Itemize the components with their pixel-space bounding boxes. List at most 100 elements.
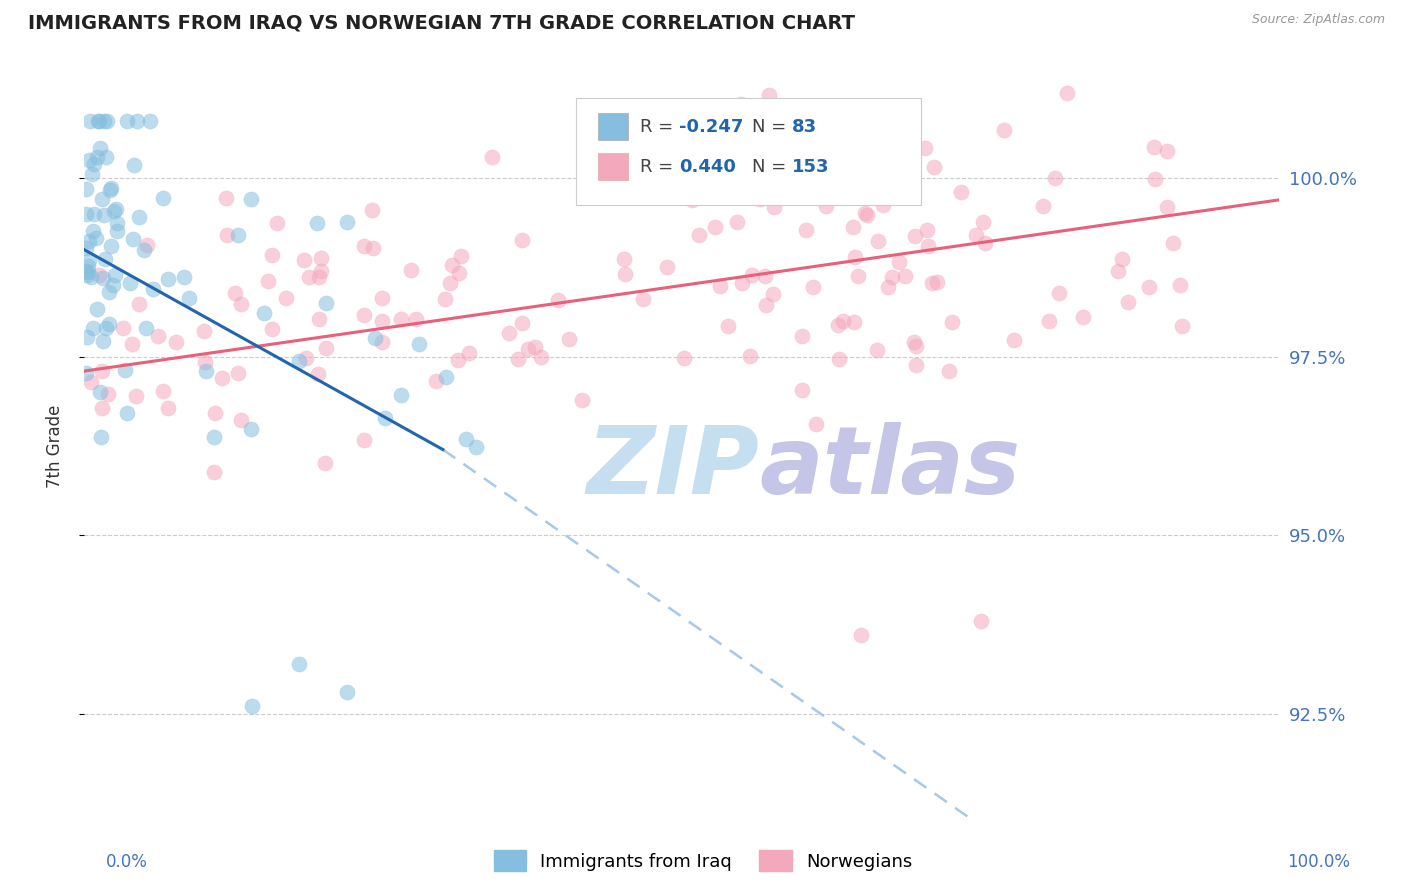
Point: [240, 699, 263, 714]
Text: 153: 153: [792, 158, 830, 176]
Point: [100, 239, 122, 253]
Point: [87, 268, 110, 282]
Point: [905, 339, 928, 353]
Point: [127, 114, 149, 128]
Point: [134, 244, 156, 258]
Point: [434, 292, 457, 306]
Point: [925, 275, 948, 289]
Point: [353, 308, 375, 322]
Point: [1032, 199, 1054, 213]
Y-axis label: 7th Grade: 7th Grade: [45, 404, 63, 488]
Point: [1038, 314, 1060, 328]
Point: [841, 220, 863, 235]
Point: [371, 291, 394, 305]
Point: [100, 181, 122, 195]
Point: [229, 297, 252, 311]
Point: [135, 238, 157, 252]
Point: [262, 322, 284, 336]
Point: [434, 370, 457, 384]
Point: [105, 224, 128, 238]
Point: [762, 287, 785, 301]
Point: [845, 169, 868, 183]
Point: [204, 430, 226, 444]
Point: [292, 252, 315, 267]
Point: [204, 406, 226, 420]
Point: [1004, 333, 1026, 347]
Point: [389, 388, 412, 402]
Point: [754, 298, 776, 312]
Point: [738, 349, 761, 363]
Point: [1168, 277, 1191, 292]
Point: [703, 219, 725, 234]
Point: [510, 234, 533, 248]
Point: [868, 235, 890, 249]
Point: [917, 239, 939, 253]
Point: [76, 330, 98, 344]
Point: [731, 277, 754, 291]
Point: [481, 150, 503, 164]
Point: [79, 153, 101, 168]
Point: [790, 328, 813, 343]
Point: [876, 280, 898, 294]
Point: [75, 241, 97, 255]
Point: [315, 341, 337, 355]
Point: [447, 352, 470, 367]
Point: [972, 215, 994, 229]
Point: [217, 227, 239, 242]
Point: [194, 364, 217, 378]
Point: [1171, 318, 1194, 333]
Point: [114, 363, 136, 377]
Point: [905, 358, 928, 372]
Point: [86, 150, 108, 164]
Point: [425, 374, 447, 388]
Point: [215, 190, 238, 204]
Point: [336, 215, 359, 229]
Point: [156, 401, 179, 416]
Text: N =: N =: [752, 158, 792, 176]
Point: [308, 312, 330, 326]
Point: [105, 216, 128, 230]
Point: [673, 351, 696, 365]
Text: Source: ZipAtlas.com: Source: ZipAtlas.com: [1251, 13, 1385, 27]
Point: [754, 269, 776, 284]
Point: [993, 123, 1015, 137]
Point: [226, 228, 249, 243]
Point: [103, 204, 125, 219]
Point: [441, 258, 464, 272]
Point: [758, 88, 780, 103]
Point: [571, 392, 593, 407]
Point: [75, 366, 97, 380]
Point: [91, 364, 114, 378]
Point: [121, 337, 143, 351]
Point: [76, 268, 98, 282]
Point: [94, 252, 117, 266]
Point: [224, 286, 246, 301]
Point: [508, 351, 530, 366]
Point: [1116, 294, 1139, 309]
Point: [903, 335, 925, 350]
Point: [260, 248, 283, 262]
Point: [401, 262, 423, 277]
Point: [103, 278, 125, 293]
Point: [832, 314, 855, 328]
Point: [315, 295, 337, 310]
Text: 100.0%: 100.0%: [1286, 853, 1350, 871]
Point: [688, 227, 710, 242]
Point: [371, 314, 394, 328]
Point: [83, 207, 105, 221]
Point: [361, 241, 384, 255]
Point: [87, 114, 110, 128]
Text: N =: N =: [752, 118, 792, 136]
Point: [77, 234, 100, 248]
Point: [93, 208, 115, 222]
Point: [631, 292, 654, 306]
Point: [148, 329, 170, 343]
Text: atlas: atlas: [759, 423, 1021, 515]
Point: [276, 291, 298, 305]
Point: [1156, 145, 1178, 159]
Point: [307, 217, 329, 231]
Point: [827, 351, 849, 366]
Text: -0.247: -0.247: [679, 118, 744, 136]
Point: [75, 264, 97, 278]
Point: [1107, 264, 1129, 278]
